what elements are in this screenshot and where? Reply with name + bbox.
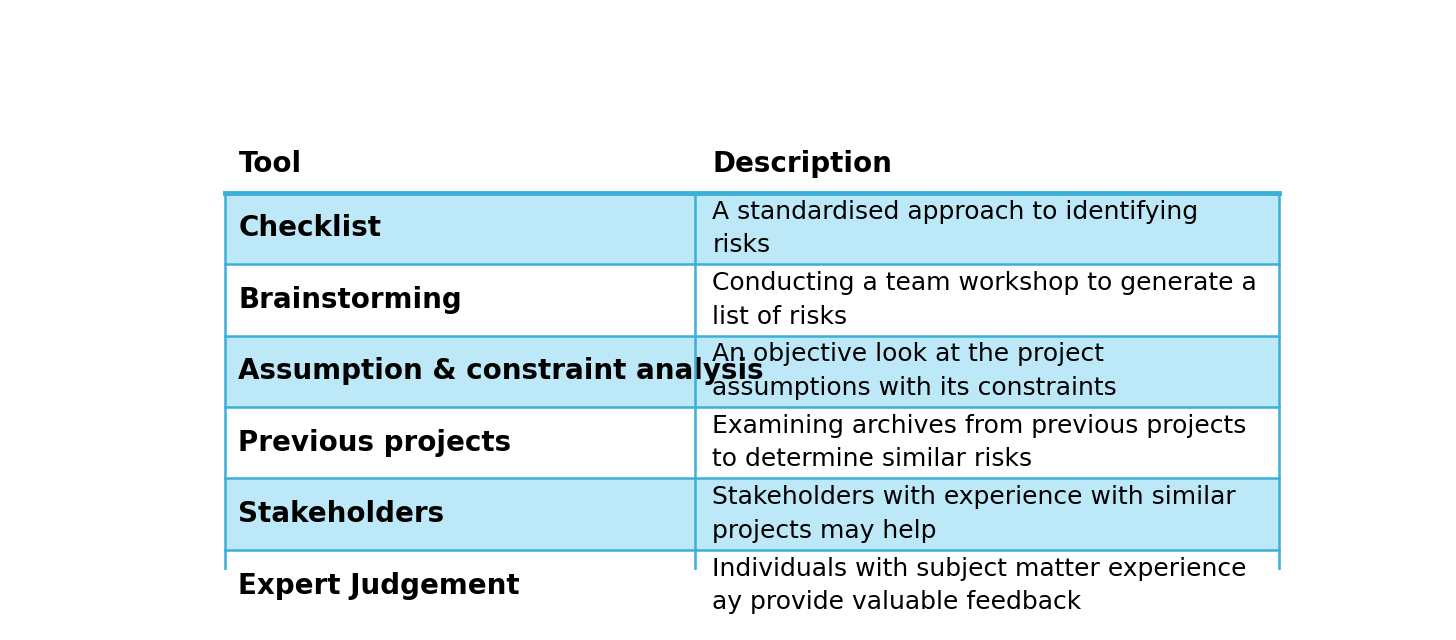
Text: An objective look at the project
assumptions with its constraints: An objective look at the project assumpt…: [712, 342, 1117, 400]
Bar: [224, 479, 1278, 550]
Text: Individuals with subject matter experience
ay provide valuable feedback: Individuals with subject matter experien…: [712, 557, 1246, 614]
Text: Stakeholders: Stakeholders: [239, 500, 444, 528]
Text: Brainstorming: Brainstorming: [239, 286, 462, 314]
Text: Checklist: Checklist: [239, 214, 381, 243]
Bar: [224, 136, 1278, 193]
Text: Previous projects: Previous projects: [239, 429, 511, 457]
Text: Expert Judgement: Expert Judgement: [239, 572, 520, 600]
Text: Description: Description: [712, 150, 893, 179]
Bar: [224, 264, 1278, 335]
Bar: [224, 335, 1278, 407]
Text: Examining archives from previous projects
to determine similar risks: Examining archives from previous project…: [712, 414, 1246, 472]
Text: Conducting a team workshop to generate a
list of risks: Conducting a team workshop to generate a…: [712, 271, 1257, 328]
Text: A standardised approach to identifying
risks: A standardised approach to identifying r…: [712, 200, 1198, 257]
Text: Tool: Tool: [239, 150, 301, 179]
Text: Stakeholders with experience with similar
projects may help: Stakeholders with experience with simila…: [712, 485, 1236, 543]
Bar: [224, 193, 1278, 264]
Bar: [224, 550, 1278, 621]
Text: Assumption & constraint analysis: Assumption & constraint analysis: [239, 357, 764, 385]
Bar: [224, 407, 1278, 479]
